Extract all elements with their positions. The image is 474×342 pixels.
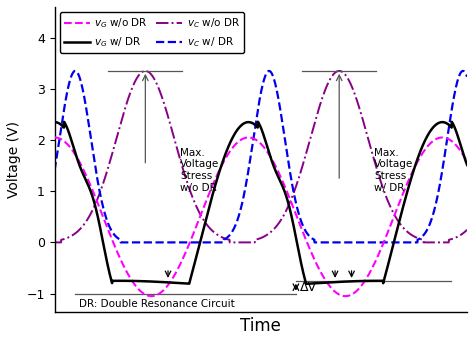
Legend: $v_G$ w/o DR, $v_G$ w/ DR, $v_C$ w/o DR, $v_C$ w/ DR: $v_G$ w/o DR, $v_G$ w/ DR, $v_C$ w/o DR,… [60,12,244,53]
Text: Max.
Voltage
Stress
w/ DR: Max. Voltage Stress w/ DR [374,148,413,193]
Text: ΔV: ΔV [300,281,317,294]
Y-axis label: Voltage (V): Voltage (V) [7,121,21,198]
Text: DR: Double Resonance Circuit: DR: Double Resonance Circuit [79,299,235,309]
X-axis label: Time: Time [240,317,281,335]
Text: Max.
Voltage
Stress
w/o DR: Max. Voltage Stress w/o DR [181,148,219,193]
